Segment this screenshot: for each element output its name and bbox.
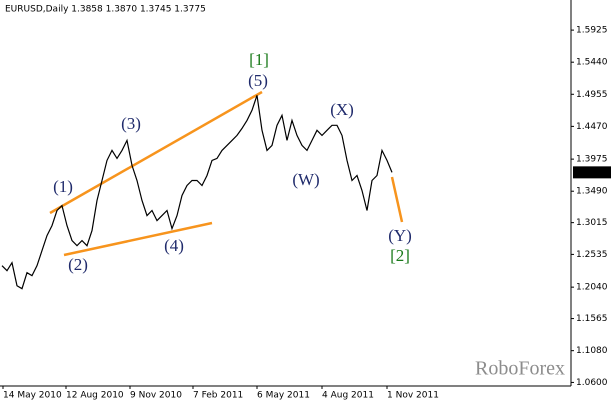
- wave-label: (W): [292, 170, 319, 189]
- x-tick-label: 12 Aug 2010: [66, 391, 124, 401]
- y-tick-label: 1.3490: [576, 187, 608, 197]
- wave-label: (3): [121, 114, 141, 133]
- y-tick-label: 1.5925: [576, 26, 608, 36]
- x-tick-label: 7 Feb 2011: [193, 391, 243, 401]
- y-tick-label: 1.1565: [576, 314, 608, 324]
- x-tick-label: 9 Nov 2010: [130, 391, 182, 401]
- x-tick-label: 6 May 2011: [257, 391, 310, 401]
- y-tick-label: 1.3975: [576, 155, 608, 165]
- wave-label: (5): [248, 71, 268, 90]
- y-tick-label: 1.4470: [576, 122, 608, 132]
- wave-label: (2): [68, 255, 88, 274]
- watermark: RoboForex: [475, 358, 565, 380]
- trend-line: [49, 90, 263, 215]
- x-tick-label: 4 Aug 2011: [322, 391, 374, 401]
- x-tick-label: 1 Nov 2011: [387, 391, 439, 401]
- wave-label: (Y): [388, 226, 412, 245]
- y-tick-label: 1.5440: [576, 58, 608, 68]
- y-tick-label: 1.3015: [576, 218, 608, 228]
- trend-line: [63, 221, 213, 257]
- wave-label: (X): [330, 100, 354, 119]
- wave-label: [2]: [390, 246, 410, 265]
- y-tick-label: 1.1080: [576, 346, 608, 356]
- last-price-label: 1.3775: [576, 168, 608, 178]
- chart-header: EURUSD,Daily 1.3858 1.3870 1.3745 1.3775: [5, 5, 206, 15]
- wave-label: (1): [53, 177, 73, 196]
- forecast-line: [390, 176, 404, 223]
- wave-label: (4): [164, 236, 184, 255]
- price-line: [1, 95, 393, 290]
- y-tick-label: 1.2040: [576, 283, 608, 293]
- y-tick-label: 1.4955: [576, 90, 608, 100]
- wave-label: [1]: [249, 50, 269, 69]
- last-price-box: [573, 166, 611, 179]
- y-tick-label: 1.0600: [576, 378, 608, 388]
- y-tick-label: 1.2535: [576, 250, 608, 260]
- x-tick-label: 14 May 2010: [3, 391, 62, 401]
